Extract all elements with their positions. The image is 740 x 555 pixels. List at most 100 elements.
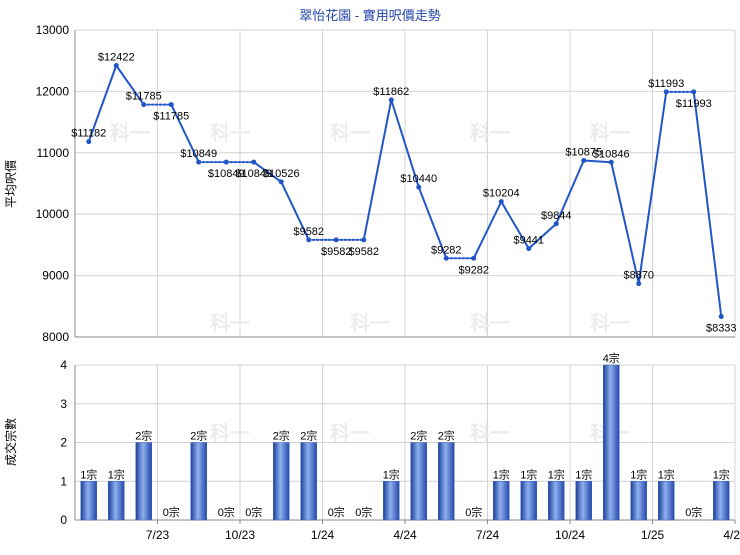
price-y-axis-label: 平均呎價	[4, 160, 18, 208]
price-data-label: $11182	[71, 128, 106, 140]
count-bar	[135, 442, 152, 521]
count-bar-label: 1宗	[383, 467, 400, 481]
count-y-tick-label: 4	[60, 358, 67, 372]
price-point	[553, 221, 559, 227]
count-bar	[658, 481, 675, 521]
price-data-label: $11785	[153, 111, 189, 123]
price-line-segment	[527, 222, 558, 250]
price-data-label: $9582	[348, 246, 379, 258]
price-data-label: $10875	[565, 146, 602, 158]
watermark-text: 科一	[110, 121, 150, 145]
count-bar	[383, 481, 400, 521]
watermark-text: 科一	[470, 421, 510, 445]
count-y-tick-label: 3	[60, 397, 67, 411]
price-data-label: $10849	[208, 168, 245, 180]
price-point	[168, 102, 174, 108]
count-bar-label: 1宗	[80, 467, 97, 481]
count-x-tick-label: 7/23	[146, 528, 170, 542]
count-bar	[548, 481, 565, 521]
price-point	[498, 199, 504, 205]
count-bar-label: 4宗	[603, 351, 620, 365]
watermark-text: 科一	[330, 121, 370, 145]
price-point	[718, 314, 724, 320]
price-point	[223, 159, 229, 165]
price-point	[86, 139, 92, 145]
price-data-label: $9582	[293, 226, 324, 238]
count-bar	[493, 481, 510, 521]
count-bar-label: 1宗	[575, 467, 592, 481]
price-data-label: $9282	[458, 264, 489, 276]
price-line-segment	[500, 200, 530, 250]
watermark-text: 科一	[330, 421, 370, 445]
price-point	[196, 159, 202, 165]
count-bar-label: 0宗	[163, 505, 180, 519]
count-bar	[520, 481, 537, 521]
watermark-text: 科一	[350, 311, 390, 335]
price-point	[388, 97, 394, 103]
price-data-label: $9844	[541, 210, 572, 222]
watermark-text: 科一	[590, 311, 630, 335]
price-line-segment	[170, 103, 200, 164]
count-bar-label: 2宗	[190, 429, 207, 443]
price-line-segment	[555, 159, 585, 225]
count-x-tick-label: 1/25	[641, 528, 665, 542]
price-data-label: $8333	[706, 323, 737, 335]
count-bar-label: 1宗	[630, 467, 647, 481]
count-x-tick-label: 1/24	[311, 528, 335, 542]
count-x-tick-label: 10/23	[225, 528, 255, 542]
count-bar-label: 1宗	[520, 467, 537, 481]
count-bar	[190, 442, 207, 521]
watermark-text: 科一	[470, 121, 510, 145]
price-point	[663, 89, 669, 95]
count-bar	[575, 481, 592, 521]
price-data-label: $11993	[648, 78, 684, 90]
count-bar-label: 1宗	[108, 467, 125, 481]
count-panel: 成交宗數 4 3 2 1 0 7/23 10/23 1/24 4/24 7/24 10/24 1/25…	[3, 351, 740, 542]
price-point	[141, 102, 147, 108]
price-point	[471, 255, 477, 261]
price-line-segment	[417, 186, 448, 260]
price-data-label: $10849	[180, 148, 217, 160]
count-bar-label: 2宗	[410, 429, 427, 443]
price-point	[581, 157, 587, 163]
count-bar-label: 0宗	[355, 505, 372, 519]
count-y-tick-label: 1	[60, 474, 67, 488]
price-data-label: $10846	[593, 148, 630, 160]
watermark-text: 科一	[210, 121, 250, 145]
price-line-segment	[87, 64, 118, 143]
price-line-segment	[252, 161, 283, 183]
count-x-tick-label: 4/25	[723, 528, 740, 542]
price-point	[113, 62, 119, 68]
count-bar-label: 1宗	[493, 467, 510, 481]
price-y-tick-label: 12000	[36, 84, 70, 98]
count-bar	[603, 364, 620, 521]
price-point	[443, 255, 449, 261]
price-line-segment	[280, 180, 310, 241]
count-bar-label: 1宗	[658, 467, 675, 481]
price-y-tick-label: 11000	[37, 146, 70, 160]
price-data-label: $11862	[373, 86, 409, 98]
count-x-tick-label: 10/24	[555, 528, 585, 542]
count-x-tick-label: 7/24	[476, 528, 500, 542]
count-y-tick-label: 2	[60, 436, 67, 450]
count-bar	[108, 481, 125, 521]
price-point	[608, 159, 614, 165]
price-data-label: $12422	[98, 51, 135, 63]
price-line-segment	[115, 64, 145, 106]
price-point	[306, 237, 312, 243]
count-bar-label: 0宗	[218, 505, 235, 519]
count-bar-label: 0宗	[685, 505, 702, 519]
price-data-label: $9441	[513, 235, 544, 247]
count-bar-label: 2宗	[135, 429, 152, 443]
price-line-segment	[692, 90, 723, 318]
price-y-tick-label: 10000	[36, 207, 70, 221]
price-line-segment	[637, 90, 668, 285]
count-x-tick-label: 4/24	[393, 528, 417, 542]
price-point	[526, 246, 532, 252]
price-data-label: $10204	[483, 188, 520, 200]
watermark-text: 科一	[210, 311, 250, 335]
count-bar-label: 2宗	[438, 429, 455, 443]
price-point	[691, 89, 697, 95]
watermark-text: 科一	[590, 121, 630, 145]
price-line-segment	[362, 98, 393, 241]
